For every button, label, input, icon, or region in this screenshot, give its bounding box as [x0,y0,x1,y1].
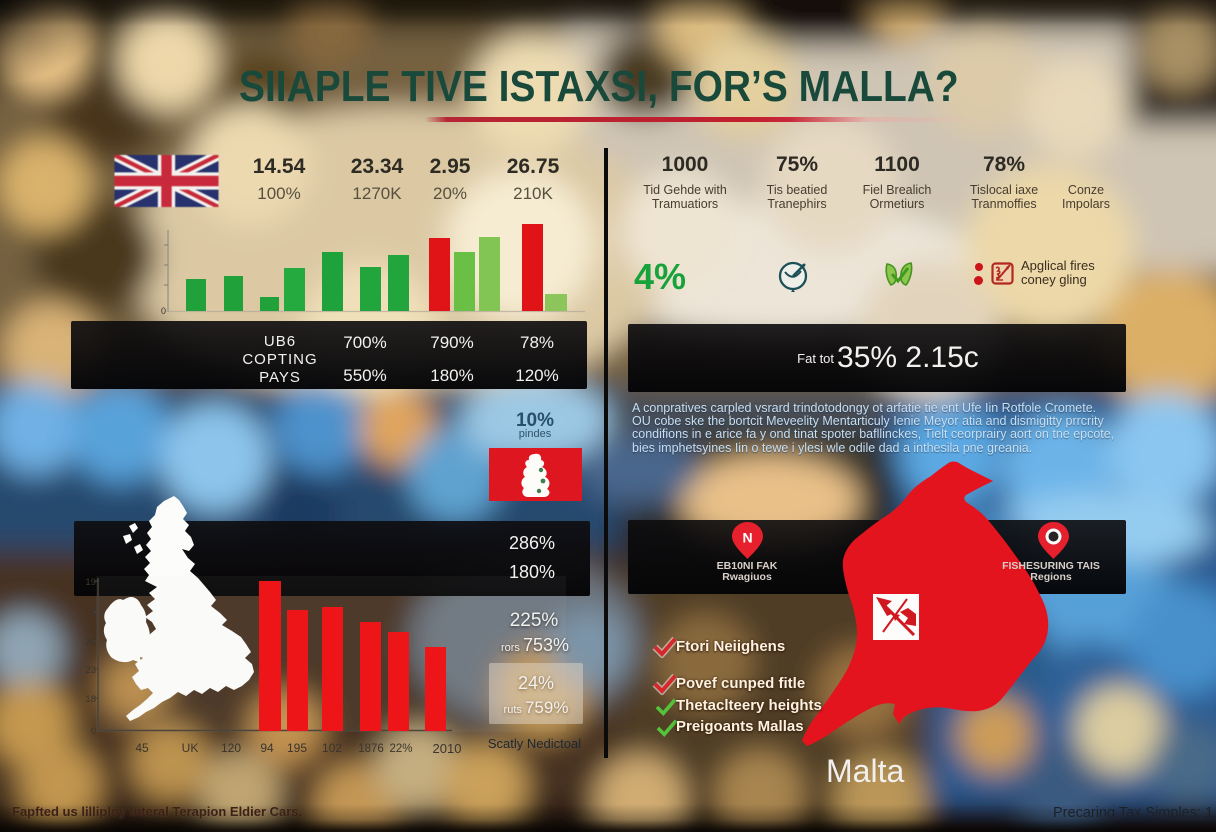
svg-text:94: 94 [260,741,274,755]
svg-text:2010: 2010 [433,741,462,756]
svg-text:S: S [90,608,96,619]
svg-text:18: 18 [85,694,96,705]
svg-text:28: 28 [85,637,96,648]
svg-text:UK: UK [182,741,199,755]
svg-text:120: 120 [221,741,241,755]
svg-text:0: 0 [161,306,166,315]
svg-text:N: N [742,530,752,546]
svg-text:22%: 22% [389,743,412,755]
svg-text:1876: 1876 [358,743,384,755]
svg-text:195: 195 [287,741,307,755]
svg-text:102: 102 [322,741,342,755]
svg-text:45: 45 [135,741,149,755]
svg-text:23: 23 [85,665,96,676]
svg-text:19: 19 [85,577,96,588]
svg-text:0: 0 [91,726,96,737]
